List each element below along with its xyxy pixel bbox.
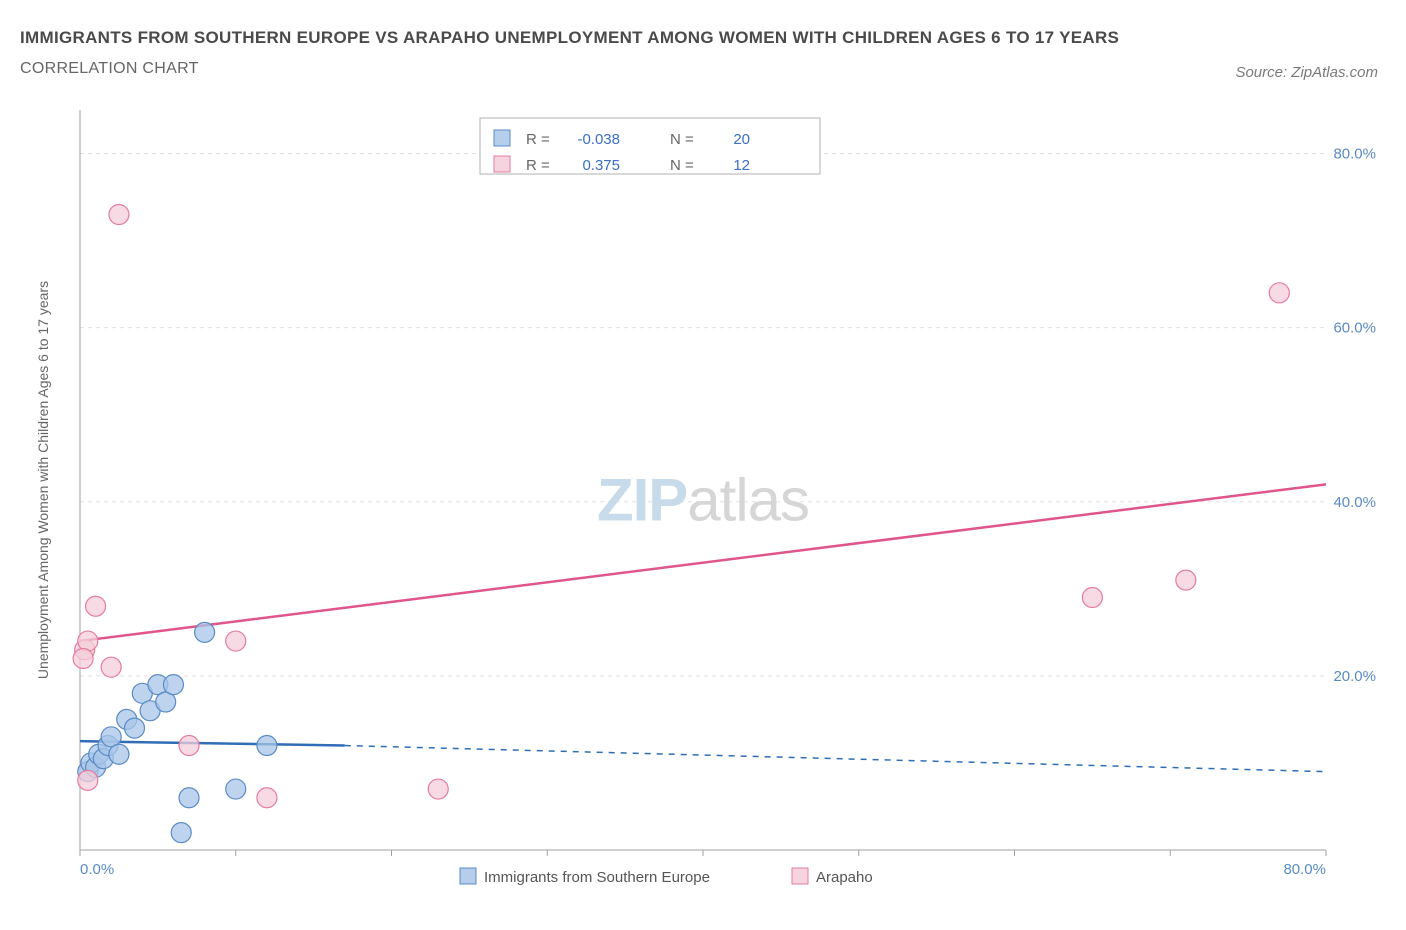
data-point <box>171 823 191 843</box>
data-point <box>257 736 277 756</box>
data-point <box>78 770 98 790</box>
data-point <box>101 657 121 677</box>
legend-swatch <box>494 156 510 172</box>
data-point <box>226 779 246 799</box>
data-point <box>109 744 129 764</box>
bottom-legend-swatch <box>792 868 808 884</box>
bottom-legend-label: Arapaho <box>816 869 873 886</box>
chart-container: 0.0% 80.0% 20.0% 40.0% 60.0% 80.0% Unemploymen… <box>20 110 1386 890</box>
data-point <box>179 736 199 756</box>
legend-swatch <box>494 130 510 146</box>
legend-r-label: R = <box>526 131 550 148</box>
data-point <box>1269 283 1289 303</box>
data-point <box>257 788 277 808</box>
legend-r-label: R = <box>526 157 550 174</box>
legend-n-label: N = <box>670 131 694 148</box>
data-point <box>125 718 145 738</box>
data-point <box>163 675 183 695</box>
trend-line <box>80 484 1326 641</box>
data-point <box>428 779 448 799</box>
data-point <box>86 596 106 616</box>
data-point <box>78 631 98 651</box>
data-point <box>195 622 215 642</box>
source-attribution: Source: ZipAtlas.com <box>1235 64 1378 81</box>
data-point <box>179 788 199 808</box>
chart-title-sub: CORRELATION CHART <box>20 60 1386 78</box>
legend-r-value: -0.038 <box>577 131 620 148</box>
legend-n-value: 20 <box>733 131 750 148</box>
scatter-chart: 0.0% 80.0% 20.0% 40.0% 60.0% 80.0% Unemploymen… <box>20 110 1386 890</box>
bottom-legend-swatch <box>460 868 476 884</box>
data-point <box>109 204 129 224</box>
legend-r-value: 0.375 <box>582 157 620 174</box>
y-tick-label: 80.0% <box>1333 146 1376 163</box>
legend-n-value: 12 <box>733 157 750 174</box>
x-tick-label: 80.0% <box>1283 861 1326 878</box>
y-tick-label: 60.0% <box>1333 320 1376 337</box>
chart-title-main: IMMIGRANTS FROM SOUTHERN EUROPE VS ARAPA… <box>20 28 1386 48</box>
bottom-legend-label: Immigrants from Southern Europe <box>484 869 710 886</box>
y-axis-label: Unemployment Among Women with Children A… <box>35 281 51 679</box>
data-point <box>1176 570 1196 590</box>
y-tick-label: 40.0% <box>1333 494 1376 511</box>
data-point <box>226 631 246 651</box>
data-point <box>73 648 93 668</box>
trend-line-dashed <box>345 746 1326 772</box>
data-point <box>1082 588 1102 608</box>
legend-n-label: N = <box>670 157 694 174</box>
x-tick-label: 0.0% <box>80 861 114 878</box>
y-tick-label: 20.0% <box>1333 668 1376 685</box>
